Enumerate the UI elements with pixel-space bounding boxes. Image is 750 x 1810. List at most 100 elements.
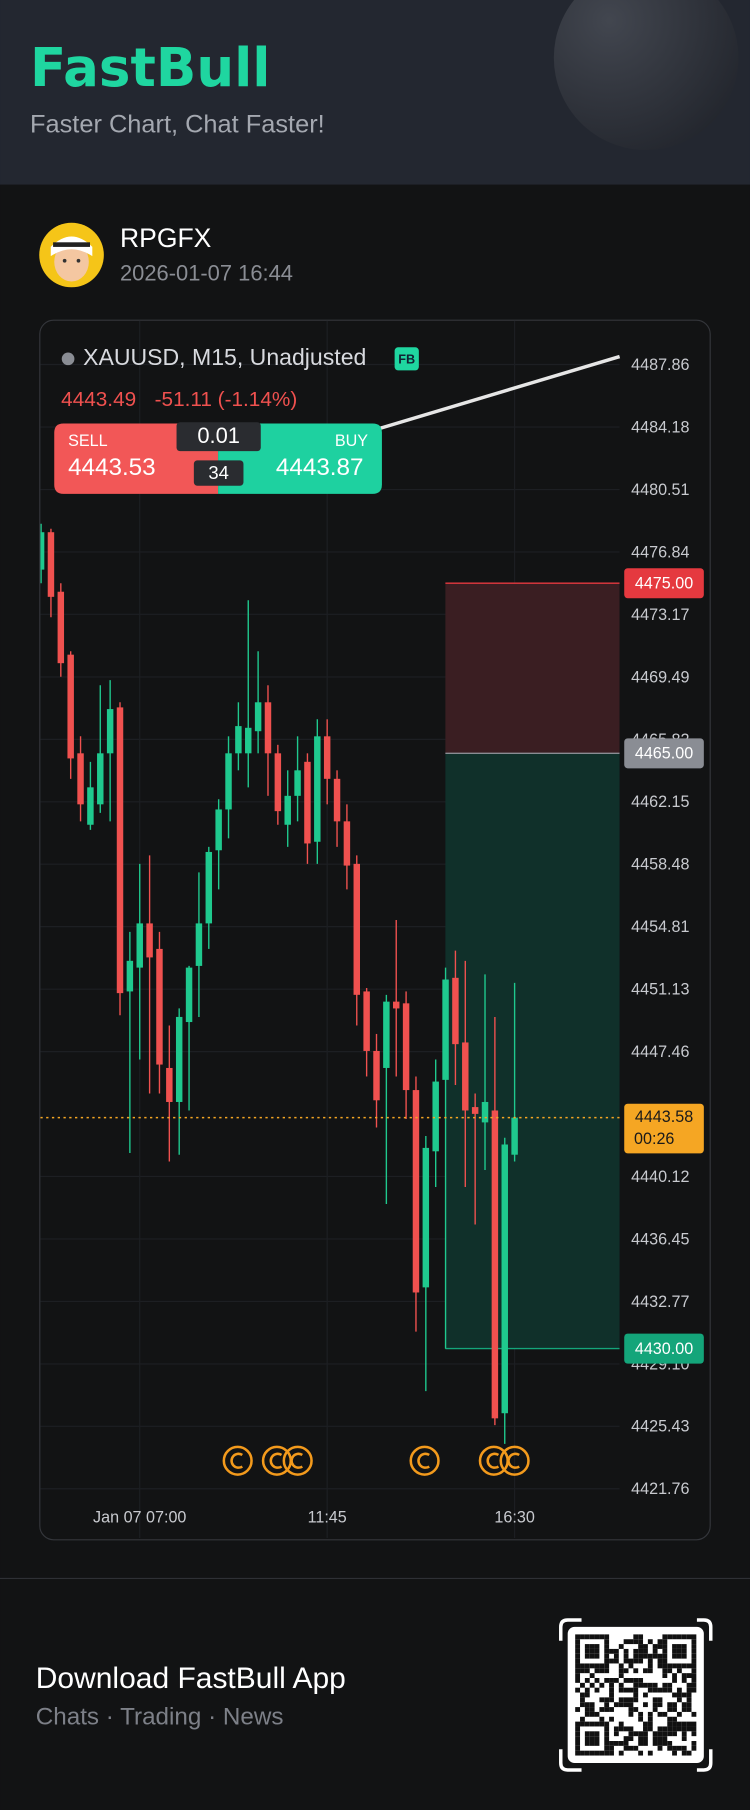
- qr-cell: [623, 1697, 629, 1703]
- qr-cell: [618, 1663, 624, 1669]
- qr-cell: [589, 1648, 595, 1654]
- qr-cell: [618, 1741, 624, 1746]
- qr-cell: [643, 1736, 648, 1742]
- qr-cell: [623, 1653, 629, 1659]
- qr-cell: [681, 1726, 687, 1732]
- qr-cell: [647, 1711, 653, 1717]
- qr-cell: [628, 1711, 634, 1717]
- candle-body: [106, 709, 114, 754]
- qr-cell: [618, 1668, 624, 1674]
- qr-cell: [589, 1721, 595, 1727]
- qr-cell: [594, 1711, 600, 1717]
- qr-cell: [643, 1644, 648, 1649]
- qr-cell: [594, 1741, 600, 1746]
- qr-cell: [613, 1726, 619, 1732]
- status-dot: [61, 352, 75, 366]
- qr-cell: [681, 1731, 687, 1737]
- qr-cell: [594, 1736, 600, 1742]
- candle-body: [136, 923, 143, 968]
- candle-body: [383, 1001, 390, 1068]
- y-tick-label: 4469.49: [631, 668, 689, 686]
- price-label-bg: [624, 1333, 704, 1364]
- qr-cell: [604, 1678, 610, 1683]
- candle-body: [175, 1016, 183, 1102]
- qr-cell: [628, 1745, 634, 1751]
- event-icon: [282, 1445, 313, 1476]
- qr-cell: [691, 1741, 697, 1746]
- candle-body: [481, 1101, 489, 1123]
- qr-cell: [613, 1702, 619, 1708]
- qr-cell: [647, 1726, 653, 1732]
- qr-cell: [609, 1658, 614, 1664]
- qr-cell: [589, 1711, 595, 1717]
- position-zone: [445, 753, 620, 1349]
- candle-body: [185, 967, 193, 1023]
- qr-cell: [647, 1668, 653, 1674]
- qr-cell: [623, 1726, 629, 1732]
- candle-body: [392, 1001, 400, 1009]
- qr-cell: [618, 1682, 624, 1688]
- price-label: 4430.00: [635, 1340, 693, 1358]
- candle-body: [47, 532, 55, 597]
- post-time: 2026-01-07 16:44: [120, 260, 293, 285]
- qr-cell: [643, 1726, 648, 1732]
- qr-cell: [672, 1726, 677, 1732]
- candle-body: [511, 1117, 518, 1155]
- qr-cell: [647, 1716, 653, 1722]
- qr-cell: [604, 1721, 610, 1727]
- candle-body: [304, 761, 311, 844]
- qr-cell: [657, 1697, 663, 1703]
- qr-cell: [599, 1697, 605, 1703]
- qr-cell: [599, 1663, 605, 1669]
- candle-body: [205, 851, 213, 924]
- qr-cell: [681, 1678, 687, 1683]
- current-price-label: 4443.58: [635, 1108, 693, 1126]
- candle-body: [87, 787, 94, 825]
- qr-cell: [604, 1707, 610, 1712]
- qr-cell: [613, 1653, 619, 1659]
- qr-cell: [662, 1673, 668, 1679]
- candle-body: [126, 960, 134, 992]
- qr-cell: [667, 1634, 673, 1640]
- y-tick-label: 4436.45: [631, 1230, 689, 1248]
- qr-cell: [633, 1692, 639, 1698]
- qr-cell: [604, 1745, 610, 1751]
- qr-cell: [662, 1731, 668, 1737]
- qr-cell: [599, 1721, 605, 1727]
- qr-cell: [609, 1697, 614, 1703]
- qr-cell: [686, 1634, 692, 1640]
- qr-cell: [691, 1673, 697, 1679]
- qr-cell: [594, 1653, 600, 1659]
- qr-cell: [604, 1634, 610, 1640]
- qr-cell: [599, 1634, 605, 1640]
- qr-cell: [662, 1663, 668, 1669]
- qr-cell: [652, 1741, 658, 1746]
- qr-cell: [580, 1634, 585, 1640]
- qr-cell: [676, 1726, 682, 1732]
- qr-cell: [662, 1736, 668, 1742]
- footer-title: Download FastBull App: [36, 1662, 346, 1695]
- qr-cell: [633, 1687, 639, 1693]
- qr-cell: [623, 1745, 629, 1751]
- qr-cell: [589, 1707, 595, 1712]
- y-tick-label: 4454.81: [631, 918, 689, 936]
- qr-cell: [584, 1736, 590, 1742]
- qr-cell: [667, 1726, 673, 1732]
- qr-cell: [594, 1634, 600, 1640]
- qr-cell: [604, 1663, 610, 1669]
- buy-label: BUY: [335, 432, 368, 450]
- qr-cell: [643, 1721, 648, 1727]
- x-tick-label: 16:30: [494, 1509, 534, 1527]
- qr-cell: [618, 1697, 624, 1703]
- qr-cell: [647, 1721, 653, 1727]
- qr-cell: [618, 1750, 624, 1756]
- qr-cell: [681, 1707, 687, 1712]
- qr-cell: [604, 1750, 610, 1756]
- qr-cell: [638, 1644, 644, 1649]
- qr-cell: [657, 1741, 663, 1746]
- qr-cell: [580, 1702, 585, 1708]
- qr-cell: [594, 1721, 600, 1727]
- qr-cell: [609, 1716, 614, 1722]
- change: -51.11 (-1.14%): [155, 388, 298, 411]
